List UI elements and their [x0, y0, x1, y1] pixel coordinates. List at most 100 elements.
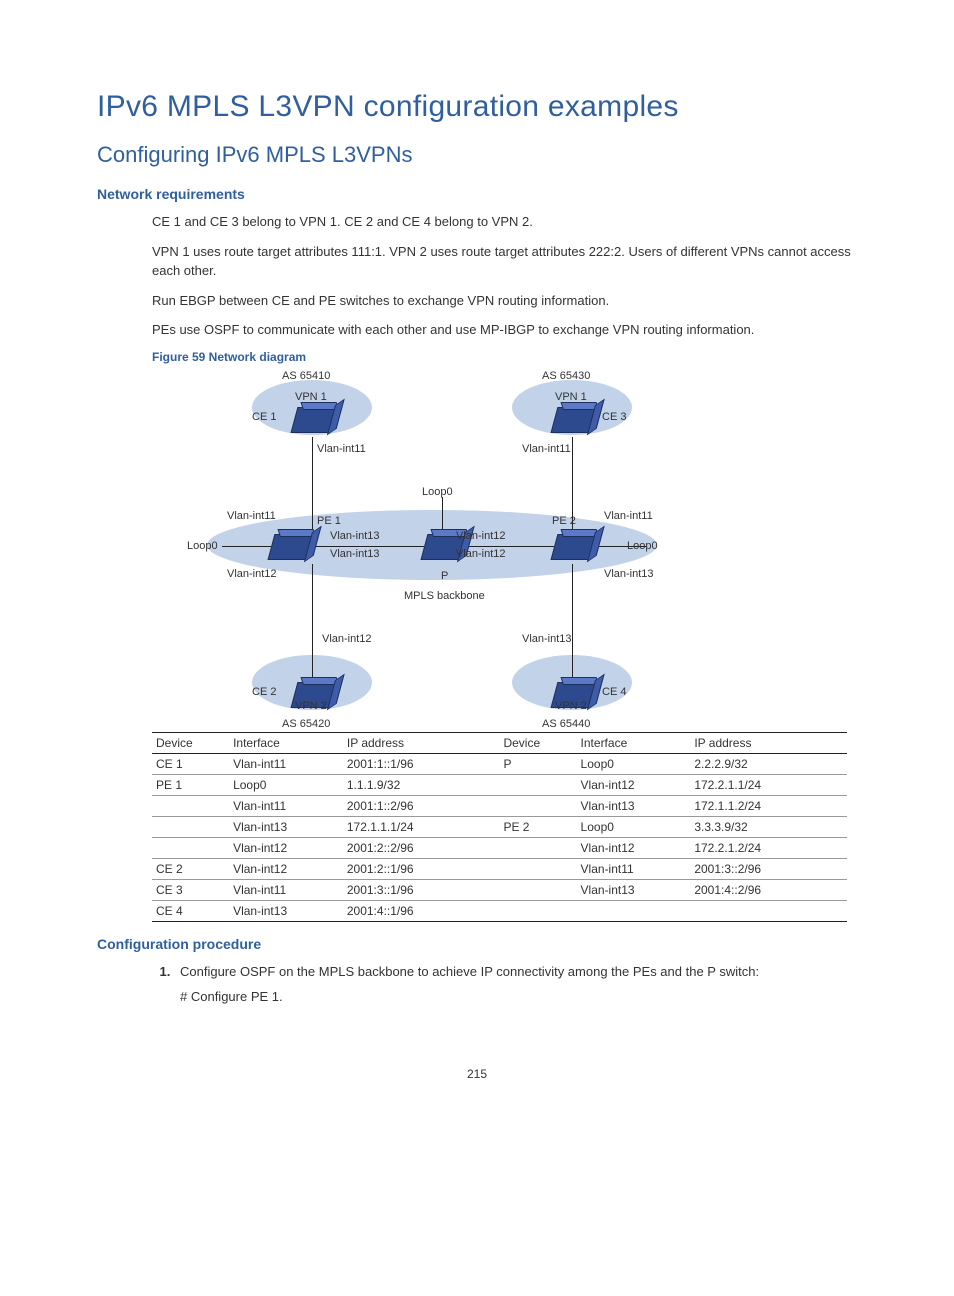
paragraph: PEs use OSPF to communicate with each ot… — [152, 320, 857, 340]
diagram-label: Vlan-int12 — [456, 548, 506, 560]
table-cell — [152, 837, 229, 858]
table-cell: Loop0 — [577, 753, 691, 774]
table-cell: CE 1 — [152, 753, 229, 774]
diagram-label: Vlan-int13 — [330, 548, 380, 560]
table-cell: 2001:3::1/96 — [343, 879, 500, 900]
table-cell: 2001:1::2/96 — [343, 795, 500, 816]
table-cell: 3.3.3.9/32 — [690, 816, 847, 837]
diagram-label: Vlan-int13 — [522, 633, 572, 645]
table-cell — [499, 795, 576, 816]
table-cell: 172.2.1.2/24 — [690, 837, 847, 858]
switch-node-pe1 — [268, 534, 313, 560]
diagram-label: VPN 1 — [295, 391, 327, 403]
diagram-label: Vlan-int11 — [227, 510, 276, 522]
diagram-label: VPN 2 — [295, 700, 327, 712]
diagram-label: Loop0 — [627, 540, 658, 552]
table-cell: 2001:4::2/96 — [690, 879, 847, 900]
diagram-label: AS 65420 — [282, 718, 330, 730]
page-number: 215 — [97, 1067, 857, 1081]
table-cell: Vlan-int13 — [577, 879, 691, 900]
diagram-label: Vlan-int13 — [604, 568, 654, 580]
paragraph: CE 1 and CE 3 belong to VPN 1. CE 2 and … — [152, 212, 857, 232]
table-cell: Loop0 — [229, 774, 343, 795]
table-header-cell: Interface — [229, 732, 343, 753]
table-header-cell: Device — [152, 732, 229, 753]
diagram-label: Vlan-int11 — [604, 510, 653, 522]
table-cell: Vlan-int12 — [577, 837, 691, 858]
table-header-cell: IP address — [343, 732, 500, 753]
table-cell: PE 1 — [152, 774, 229, 795]
table-cell: 1.1.1.9/32 — [343, 774, 500, 795]
table-cell — [690, 900, 847, 921]
switch-node-ce1 — [291, 407, 336, 433]
link-line — [222, 546, 271, 547]
table-cell: 2001:2::2/96 — [343, 837, 500, 858]
table-cell: Vlan-int11 — [229, 795, 343, 816]
table-cell — [152, 795, 229, 816]
page: IPv6 MPLS L3VPN configuration examples C… — [0, 0, 954, 1121]
address-table: DeviceInterfaceIP addressDeviceInterface… — [152, 732, 847, 922]
procedure-list: Configure OSPF on the MPLS backbone to a… — [152, 962, 857, 1007]
diagram-label: CE 2 — [252, 686, 276, 698]
table-header-row: DeviceInterfaceIP addressDeviceInterface… — [152, 732, 847, 753]
step-subtext: # Configure PE 1. — [180, 987, 857, 1007]
diagram-label: Vlan-int12 — [456, 530, 506, 542]
table-row: PE 1Loop01.1.1.9/32Vlan-int12172.2.1.1/2… — [152, 774, 847, 795]
table-row: CE 2Vlan-int122001:2::1/96Vlan-int112001… — [152, 858, 847, 879]
diagram-label: Vlan-int13 — [330, 530, 380, 542]
table-cell: CE 3 — [152, 879, 229, 900]
table-row: CE 3Vlan-int112001:3::1/96 Vlan-int132001… — [152, 879, 847, 900]
table-cell: Loop0 — [577, 816, 691, 837]
switch-node-ce3 — [551, 407, 596, 433]
table-cell: 172.1.1.2/24 — [690, 795, 847, 816]
diagram-label: AS 65430 — [542, 370, 590, 382]
table-cell: PE 2 — [499, 816, 576, 837]
switch-node-pe2 — [551, 534, 596, 560]
table-row: CE 4Vlan-int132001:4::1/96 — [152, 900, 847, 921]
table-header-cell: IP address — [690, 732, 847, 753]
diagram-label: CE 3 — [602, 411, 626, 423]
step-text: Configure OSPF on the MPLS backbone to a… — [180, 964, 759, 979]
table-cell: P — [499, 753, 576, 774]
table-cell — [499, 774, 576, 795]
link-line — [312, 546, 424, 547]
diagram-label: Vlan-int11 — [317, 443, 366, 455]
diagram-label: Loop0 — [187, 540, 218, 552]
table-cell: CE 2 — [152, 858, 229, 879]
table-cell — [577, 900, 691, 921]
diagram-label: CE 1 — [252, 411, 276, 423]
table-cell: Vlan-int12 — [229, 837, 343, 858]
link-line — [312, 437, 313, 534]
diagram-label: Loop0 — [422, 486, 453, 498]
diagram-label: P — [441, 570, 448, 582]
diagram-label: Vlan-int12 — [227, 568, 277, 580]
diagram-label: VPN 1 — [555, 391, 587, 403]
diagram-label: PE 1 — [317, 515, 341, 527]
diagram-label: VPN 2 — [555, 700, 587, 712]
page-title: IPv6 MPLS L3VPN configuration examples — [97, 90, 857, 124]
table-cell: 172.1.1.1/24 — [343, 816, 500, 837]
table-cell: Vlan-int12 — [577, 774, 691, 795]
table-cell: 2001:3::2/96 — [690, 858, 847, 879]
table-cell: Vlan-int12 — [229, 858, 343, 879]
table-header-cell: Device — [499, 732, 576, 753]
table-cell: Vlan-int11 — [229, 879, 343, 900]
table-row: Vlan-int13172.1.1.1/24PE 2Loop03.3.3.9/3… — [152, 816, 847, 837]
table-cell — [499, 837, 576, 858]
paragraph: VPN 1 uses route target attributes 111:1… — [152, 242, 857, 281]
diagram-label: CE 4 — [602, 686, 626, 698]
link-line — [466, 546, 554, 547]
table-cell — [152, 816, 229, 837]
diagram-label: AS 65410 — [282, 370, 330, 382]
configuration-procedure-heading: Configuration procedure — [97, 936, 857, 952]
link-line — [312, 564, 313, 682]
figure-caption: Figure 59 Network diagram — [152, 350, 857, 364]
table-cell: Vlan-int13 — [229, 816, 343, 837]
table-row: Vlan-int112001:1::2/96Vlan-int13172.1.1.… — [152, 795, 847, 816]
table-cell: Vlan-int11 — [229, 753, 343, 774]
diagram-label: AS 65440 — [542, 718, 590, 730]
table-header-cell: Interface — [577, 732, 691, 753]
network-requirements-heading: Network requirements — [97, 186, 857, 202]
diagram-label: Vlan-int11 — [522, 443, 571, 455]
paragraph: Run EBGP between CE and PE switches to e… — [152, 291, 857, 311]
